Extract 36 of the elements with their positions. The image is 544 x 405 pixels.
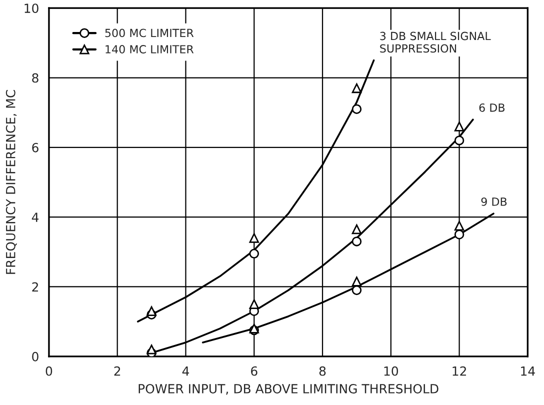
series-label: 9 DB — [481, 197, 507, 206]
y-tick-label: 0 — [32, 352, 38, 362]
series-label: 6 DB — [479, 103, 505, 112]
point — [352, 83, 362, 94]
point — [249, 233, 259, 243]
x-axis-title: POWER INPUT, DB ABOVE LIMITING THRESHOLD — [138, 384, 438, 395]
y-tick-label: 10 — [24, 4, 38, 14]
point — [249, 248, 259, 259]
point — [454, 230, 464, 240]
x-tick-label: 14 — [521, 366, 535, 376]
point — [146, 344, 156, 354]
point — [352, 224, 362, 234]
y-axis-title: FREQUENCY DIFFERENCE, MC — [6, 90, 17, 274]
x-tick-label: 12 — [452, 366, 466, 376]
point — [146, 306, 156, 316]
x-tick-label: 8 — [319, 366, 326, 376]
point — [454, 122, 464, 132]
point — [352, 285, 362, 296]
series-label: 3 DB SMALL SIGNAL SUPPRESSION — [380, 32, 491, 53]
point — [454, 220, 464, 231]
y-tick-label: 6 — [32, 142, 38, 152]
y-tick-label: 8 — [32, 73, 38, 83]
legend-label: 500 MC LIMITER — [105, 28, 194, 38]
y-tick-label: 2 — [32, 282, 38, 292]
legend-label: 140 MC LIMITER — [106, 45, 194, 54]
x-tick-label: 4 — [182, 366, 190, 376]
point — [352, 104, 362, 114]
point — [352, 236, 362, 246]
x-tick-label: 0 — [46, 366, 52, 376]
x-tick-label: 6 — [251, 366, 258, 376]
x-tick-label: 2 — [114, 366, 120, 376]
point — [454, 136, 464, 146]
y-tick-label: 4 — [32, 212, 39, 222]
x-tick-label: 10 — [384, 366, 398, 376]
point — [249, 299, 259, 310]
point — [352, 276, 362, 286]
